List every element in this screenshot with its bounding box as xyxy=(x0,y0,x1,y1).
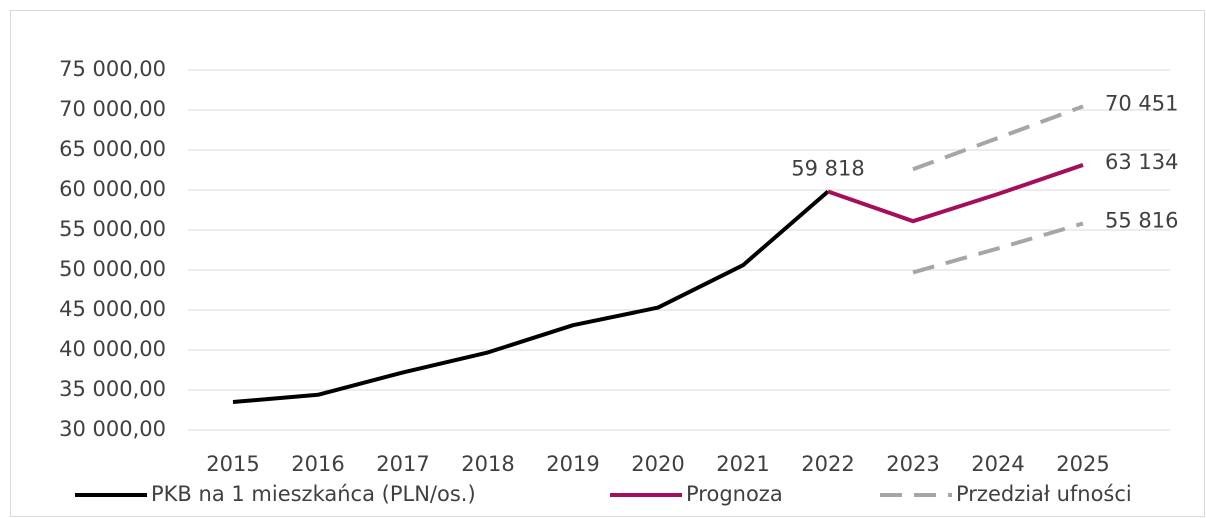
y-tick-label: 30 000,00 xyxy=(59,417,166,441)
data-label: 59 818 xyxy=(791,156,864,180)
x-tick-label: 2020 xyxy=(631,452,684,476)
y-tick-label: 55 000,00 xyxy=(59,217,166,241)
x-tick-label: 2019 xyxy=(546,452,599,476)
x-tick-label: 2022 xyxy=(801,452,854,476)
y-tick-label: 35 000,00 xyxy=(59,377,166,401)
x-tick-label: 2017 xyxy=(376,452,429,476)
y-tick-label: 60 000,00 xyxy=(59,177,166,201)
legend-label: PKB na 1 mieszkańca (PLN/os.) xyxy=(151,482,476,506)
y-tick-label: 65 000,00 xyxy=(59,137,166,161)
x-tick-label: 2018 xyxy=(461,452,514,476)
x-tick-label: 2021 xyxy=(716,452,769,476)
legend-label: Prognoza xyxy=(686,482,783,506)
y-tick-label: 70 000,00 xyxy=(59,97,166,121)
y-tick-label: 45 000,00 xyxy=(59,297,166,321)
y-tick-label: 40 000,00 xyxy=(59,337,166,361)
y-tick-label: 50 000,00 xyxy=(59,257,166,281)
chart-border xyxy=(10,10,1205,517)
x-tick-label: 2025 xyxy=(1056,452,1109,476)
x-tick-label: 2015 xyxy=(206,452,259,476)
y-tick-label: 75 000,00 xyxy=(59,57,166,81)
data-label: 55 816 xyxy=(1105,208,1178,232)
series-line xyxy=(232,189,830,404)
data-label: 70 451 xyxy=(1105,91,1178,115)
series-line xyxy=(912,221,1084,275)
x-tick-label: 2023 xyxy=(886,452,939,476)
x-tick-label: 2024 xyxy=(971,452,1024,476)
series-line xyxy=(827,163,1084,224)
x-tick-label: 2016 xyxy=(291,452,344,476)
legend-label: Przedział ufności xyxy=(956,482,1132,506)
data-label: 63 134 xyxy=(1105,150,1178,174)
series-line xyxy=(912,104,1084,172)
